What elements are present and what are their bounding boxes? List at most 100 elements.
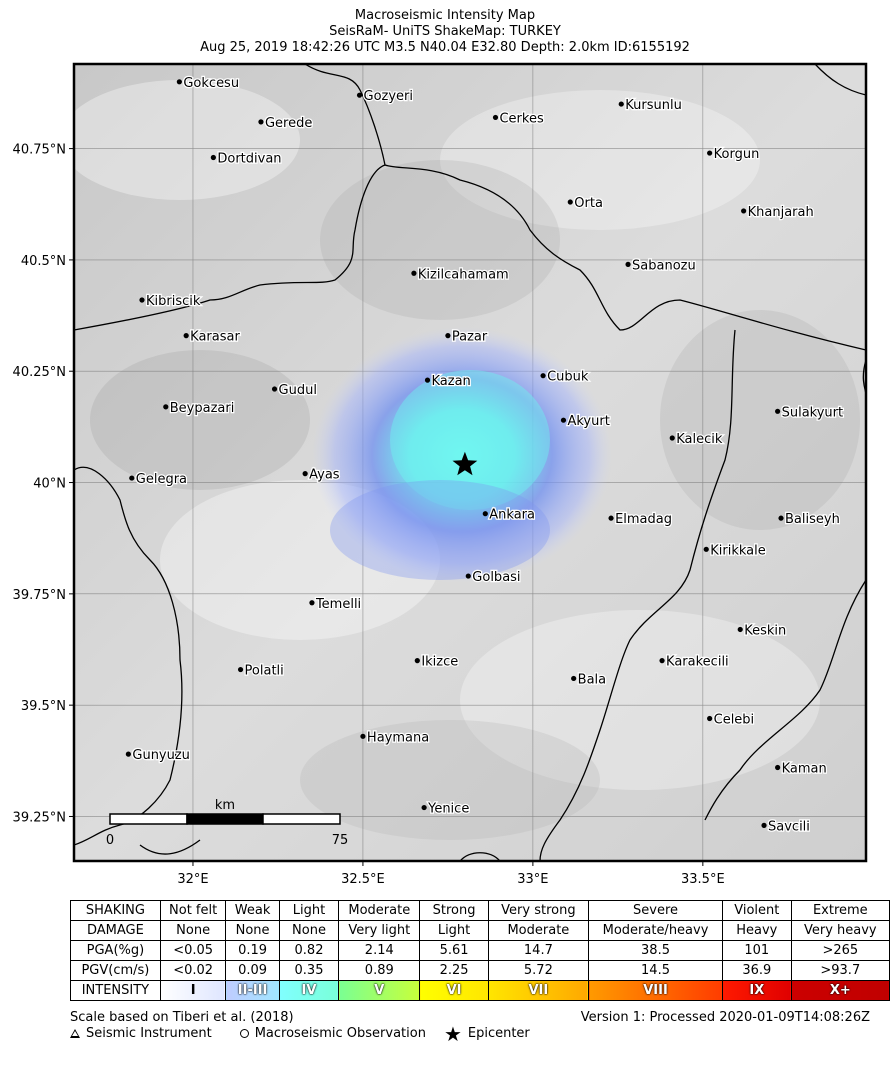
city-dot	[183, 333, 189, 339]
legend-row-pga-g: PGA(%g) <0.05 0.19 0.82 2.14 5.61 14.7 38.5 101 >…	[70, 940, 890, 961]
city-kaman: Kaman	[775, 760, 828, 778]
city-dot	[540, 373, 546, 379]
province-boundaries	[74, 64, 866, 861]
legend-cell: Strong	[419, 900, 489, 921]
legend-cell: 14.5	[588, 960, 723, 981]
legend-cell: Extreme	[790, 900, 890, 921]
city-kibriscik: Kibriscik	[139, 293, 202, 310]
city-cerkes: Cerkes	[492, 110, 545, 128]
city-label: Elmadag	[615, 512, 672, 527]
city-dot	[421, 804, 427, 811]
city-celebi: Celebi	[707, 711, 755, 729]
legend-row-label: DAMAGE	[70, 920, 161, 941]
city-label: Kaman	[782, 761, 827, 776]
city-label: Akyurt	[567, 414, 609, 429]
city-gerede: Gerede	[258, 115, 314, 132]
intensity-swatch: II-III	[225, 980, 280, 1001]
city-label: Sulakyurt	[782, 405, 844, 420]
city-dot	[761, 822, 767, 828]
intensity-swatch: IX	[721, 980, 792, 1001]
city-label: Ankara	[489, 508, 535, 523]
title-line-1: Macroseismic Intensity Map	[354, 8, 536, 23]
city-dot	[775, 408, 781, 414]
intensity-swatch: VI	[419, 980, 489, 1001]
city-label: Gunyuzu	[132, 748, 190, 763]
legend-cell: 0.19	[225, 940, 280, 961]
city-kazan: Kazan	[424, 373, 472, 390]
city-dot	[309, 600, 315, 606]
x-tick-label: 33°E	[517, 872, 548, 887]
city-label: Korgun	[714, 147, 760, 162]
epicenter-marker	[452, 451, 478, 476]
legend-cell: <0.05	[159, 940, 227, 961]
city-label: Cerkes	[499, 111, 543, 126]
city-savcili: Savcili	[761, 818, 811, 836]
city-gelegra: Gelegra	[129, 471, 188, 488]
scale-bar-unit: km	[215, 798, 235, 813]
city-dot	[659, 658, 665, 664]
city-dot	[737, 626, 743, 633]
city-dot	[163, 404, 169, 410]
city-dot	[482, 511, 488, 517]
title-line-2: SeisRaM- UniTS ShakeMap: TURKEY	[329, 24, 561, 39]
city-keskin: Keskin	[737, 622, 788, 640]
x-tick-label: 32.5°E	[341, 872, 385, 887]
intensity-swatch: VII	[487, 980, 590, 1001]
legend-cell: 0.09	[225, 960, 280, 981]
city-yenice: Yenice	[421, 800, 471, 818]
scale-bar-end: 75	[332, 833, 349, 848]
city-dot	[210, 154, 216, 161]
y-axis-ticks: 40.75°N 40.5°N 40.25°N 40°N 39.75°N 39.5°N 39.…	[13, 143, 74, 825]
legend-cell: Very heavy	[790, 920, 890, 941]
legend-cell: 2.25	[419, 960, 489, 981]
city-dot	[125, 751, 131, 757]
legend-cell: Moderate	[487, 920, 590, 941]
legend-cell: Moderate	[338, 900, 421, 921]
city-label: Beypazari	[170, 401, 235, 416]
city-dot	[445, 333, 451, 339]
city-dot	[356, 92, 363, 98]
city-label: Gozyeri	[364, 89, 414, 104]
legend-cell: 5.61	[419, 940, 489, 961]
city-label: Khanjarah	[748, 205, 814, 220]
legend-row-shaking: SHAKING Not felt Weak Light Moderate Strong Ve…	[70, 900, 890, 921]
legend-cell: Light	[278, 900, 340, 921]
legend-cell: 0.89	[338, 960, 421, 981]
star-icon: ★	[443, 1021, 462, 1046]
city-label: Orta	[574, 196, 603, 211]
city-label: Gokcesu	[183, 76, 239, 91]
city-golbasi: Golbasi	[465, 569, 522, 586]
city-dot	[669, 435, 675, 441]
city-dot	[625, 261, 631, 267]
city-dot	[775, 764, 781, 771]
legend-cell: None	[225, 920, 280, 941]
legend-cell: Moderate/heavy	[588, 920, 723, 941]
city-label: Kizilcahamam	[418, 267, 509, 282]
city-beypazari: Beypazari	[163, 400, 236, 417]
city-label: Bala	[578, 672, 606, 687]
city-label: Ayas	[309, 468, 340, 483]
city-dot	[360, 733, 366, 739]
intensity-swatch: I	[159, 980, 227, 1001]
scale-bar: km 0 75	[106, 798, 348, 848]
city-label: Polatli	[245, 664, 284, 679]
city-kirikkale: Kirikkale	[703, 542, 767, 560]
city-label: Gerede	[265, 116, 312, 131]
legend-cell: 14.7	[487, 940, 590, 961]
map-frame	[72, 62, 868, 863]
city-dot	[560, 417, 567, 423]
city-dot	[567, 199, 573, 205]
city-label: Kirikkale	[710, 543, 766, 558]
legend-cell: 0.35	[278, 960, 340, 981]
city-sabanozu: Sabanozu	[625, 257, 697, 275]
intensity-legend: SHAKING Not felt Weak Light Moderate Strong Ve…	[70, 900, 890, 1001]
city-label: Karasar	[190, 330, 240, 345]
legend-cell: >93.7	[790, 960, 890, 981]
city-label: Kursunlu	[625, 98, 682, 113]
city-dot	[707, 715, 713, 722]
city-label: Kazan	[432, 374, 471, 389]
intensity-swatch: IV	[278, 980, 340, 1001]
y-tick-label: 40°N	[33, 477, 66, 492]
city-label: Ikizce	[421, 655, 458, 670]
city-gokcesu: Gokcesu	[176, 75, 240, 92]
